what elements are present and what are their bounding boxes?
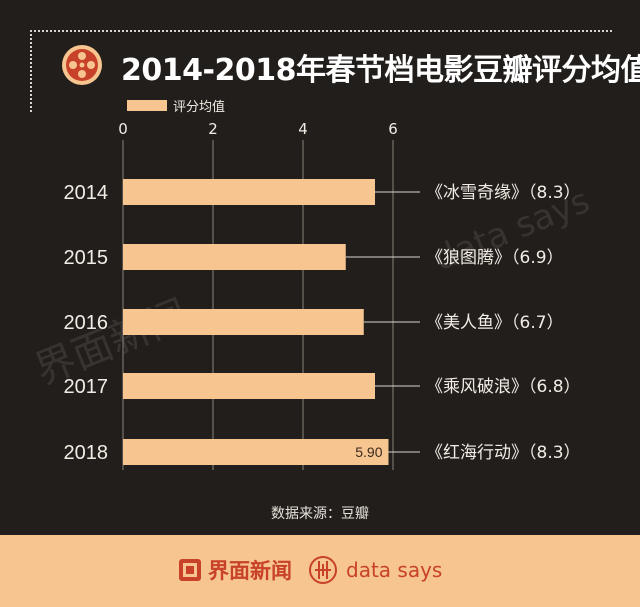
page-title: 2014-2018年春节档电影豆瓣评分均值	[121, 53, 640, 88]
top-dotted-rule	[30, 30, 612, 32]
legend-swatch	[127, 99, 167, 111]
footer: 界面新闻 data says	[0, 535, 640, 607]
x-tick-label: 6	[388, 120, 398, 138]
y-category-label: 2018	[64, 442, 109, 464]
bar-chart: 0 2 4 6 5.90 2014 2015 2016 2017 2018 《冰雪奇缘》（8.…	[64, 120, 581, 470]
bar	[123, 244, 346, 270]
film-annotation: 《冰雪奇缘》（8.3）	[426, 183, 581, 203]
y-category-label: 2015	[64, 247, 109, 269]
bar-data-label: 5.90	[355, 444, 382, 460]
legend-label: 评分均值	[173, 99, 226, 115]
film-annotation: 《狼图腾》（6.9）	[426, 248, 564, 268]
film-annotation: 《乘风破浪》（6.8）	[426, 377, 581, 397]
left-dotted-rule	[30, 30, 32, 112]
x-tick-label: 2	[208, 120, 218, 138]
y-category-label: 2016	[64, 312, 109, 334]
brand-logo-icon	[179, 559, 201, 581]
film-annotation: 《红海行动》（8.3）	[426, 443, 581, 463]
bar	[123, 179, 375, 205]
bar	[123, 309, 364, 335]
data-source: 数据来源：豆瓣	[271, 506, 369, 522]
x-tick-label: 4	[298, 120, 308, 138]
film-annotation: 《美人鱼》（6.7）	[426, 313, 564, 333]
y-category-label: 2017	[64, 376, 109, 398]
footer-brand-name: 界面新闻	[208, 559, 292, 583]
chart-legend: 评分均值	[127, 97, 226, 115]
bar	[123, 439, 389, 465]
data-says-icon	[309, 556, 337, 584]
film-reel-icon	[62, 45, 102, 85]
y-category-label: 2014	[64, 182, 109, 204]
footer-brand: 界面新闻 data says	[178, 555, 442, 585]
x-tick-label: 0	[118, 120, 128, 138]
footer-data-says: data says	[346, 558, 443, 582]
bar	[123, 373, 375, 399]
